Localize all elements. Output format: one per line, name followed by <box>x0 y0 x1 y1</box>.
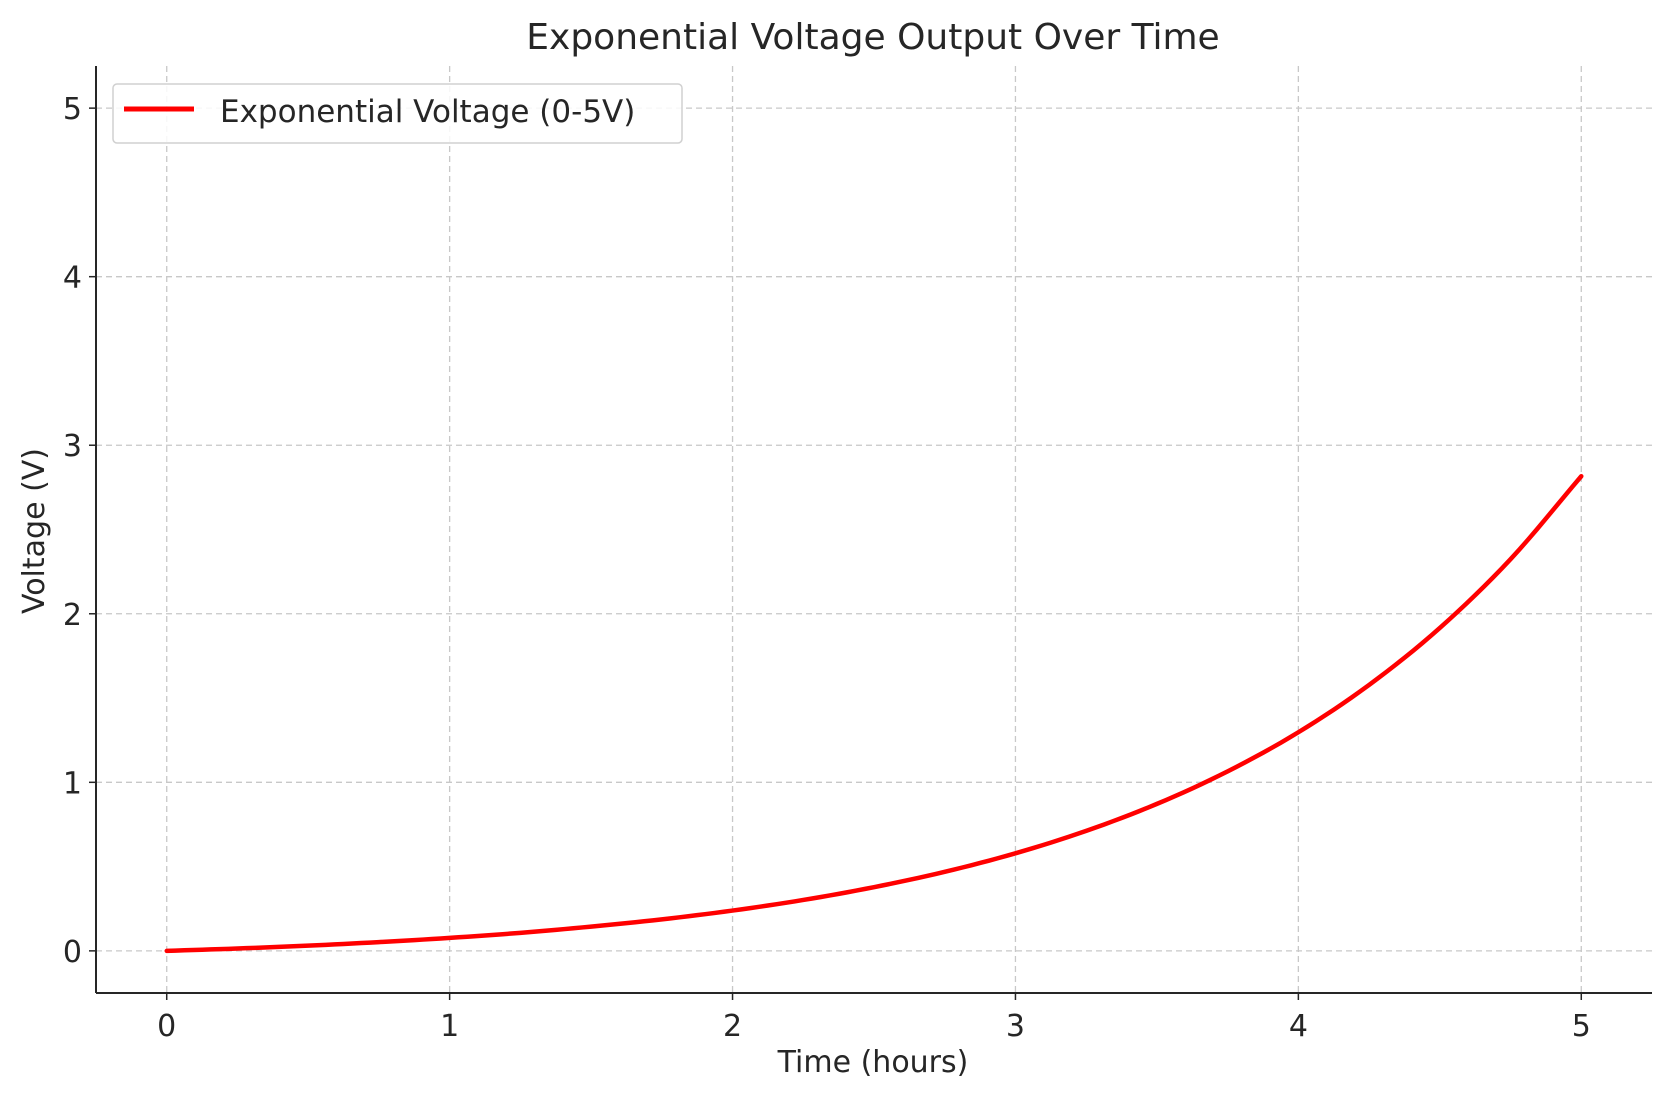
x-tick-label: 4 <box>1289 1009 1308 1044</box>
x-tick-label: 3 <box>1006 1009 1025 1044</box>
legend: Exponential Voltage (0-5V) <box>112 83 683 144</box>
y-tick-label: 5 <box>63 92 82 127</box>
series-line-exponential-voltage <box>164 473 1584 954</box>
y-axis-label: Voltage (V) <box>17 448 52 614</box>
x-tick-label: 5 <box>1572 1009 1591 1044</box>
grid <box>96 66 1652 993</box>
x-axis-label: Time (hours) <box>777 1045 969 1080</box>
x-tick-label: 2 <box>723 1009 742 1044</box>
y-tick-label: 2 <box>63 598 82 633</box>
chart-title: Exponential Voltage Output Over Time <box>526 17 1219 58</box>
axes <box>95 66 1652 994</box>
tick-labels: 0 1 2 3 4 5 0 1 2 3 4 5 <box>63 92 1591 1044</box>
legend-entry-label: Exponential Voltage (0-5V) <box>220 94 635 130</box>
y-tick-label: 3 <box>63 429 82 464</box>
x-tick-label: 0 <box>157 1009 176 1044</box>
y-tick-label: 0 <box>63 935 82 970</box>
x-tick-label: 1 <box>440 1009 459 1044</box>
y-tick-label: 4 <box>63 261 82 296</box>
y-tick-label: 1 <box>63 766 82 801</box>
series-layer <box>164 473 1584 954</box>
legend-box <box>112 83 683 144</box>
